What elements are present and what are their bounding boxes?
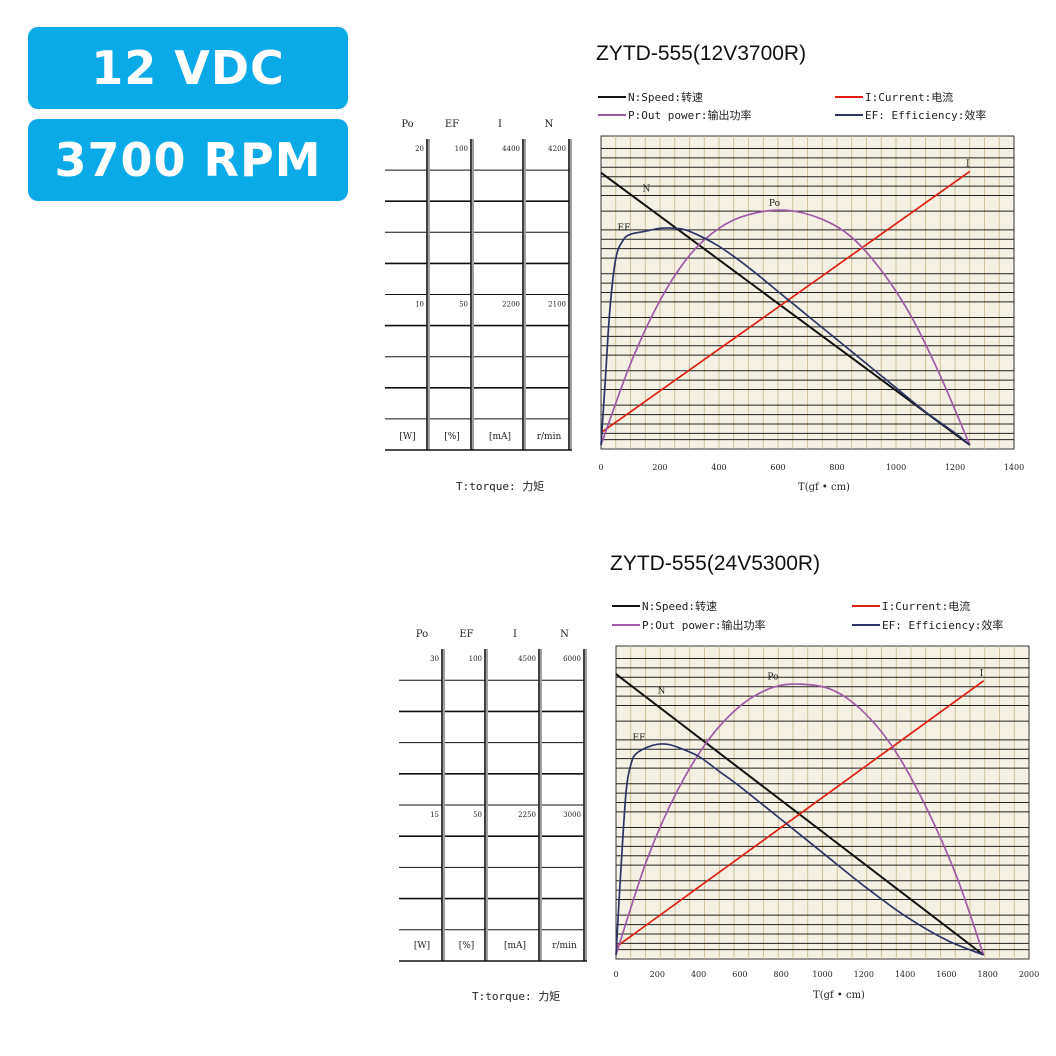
chart1-label-Po: Po [769, 199, 780, 209]
chart1-scale-unit-I: [mA] [489, 432, 511, 442]
chart1-x-tick-label: 400 [711, 463, 726, 472]
chart1-legend-speed: N:Speed:转速 [598, 89, 703, 105]
chart1-scale-header-EF: EF [445, 119, 459, 130]
chart1-scale-top-I: 4400 [502, 145, 520, 153]
chart2-series-EF [615, 743, 984, 956]
chart1-scale-top-Po: 20 [415, 145, 424, 153]
chart2-legend-speed: N:Speed:转速 [612, 598, 717, 614]
chart2-label-Po: Po [767, 672, 778, 682]
chart2-x-tick-label: 2000 [1019, 970, 1039, 979]
chart2-scale-mid-EF: 50 [473, 811, 482, 819]
chart2-torque-label: T:torque: 力矩 [472, 990, 561, 1003]
speed-badge: 3700 RPM [28, 119, 348, 201]
chart2-scale-top-EF: 100 [469, 655, 482, 663]
chart2-x-tick-label: 1400 [895, 970, 915, 979]
chart1-x-tick-label: 1400 [1004, 463, 1024, 472]
chart1-label-I: I [966, 159, 970, 169]
chart1-scale-header-I: I [498, 119, 502, 130]
chart1-label-EF: EF [618, 223, 631, 233]
chart2-scale-mid-Po: 15 [430, 811, 439, 819]
chart2-scale-unit-N: r/min [552, 941, 577, 951]
chart1-scale-mid-N: 2100 [548, 301, 566, 309]
chart2-scale-header-N: N [560, 629, 569, 640]
chart1-label-N: N [642, 185, 650, 195]
chart2-scale-header-I: I [513, 629, 517, 640]
chart2-scale-unit-I: [mA] [504, 941, 526, 951]
chart1-x-tick-label: 0 [598, 463, 603, 472]
chart2-scale-top-Po: 30 [430, 655, 439, 663]
chart2-title: ZYTD-555(24V5300R) [610, 552, 821, 575]
chart1-series-I [600, 170, 971, 434]
chart1-legend-current: I:Current:电流 [835, 89, 953, 105]
chart1-x-tick-label: 600 [770, 463, 785, 472]
chart2-label-N: N [657, 687, 665, 697]
chart2-scale-top-I: 4500 [518, 655, 536, 663]
chart2-x-tick-label: 1600 [936, 970, 956, 979]
chart2-scale-header-Po: Po [416, 629, 428, 640]
chart1-series-N [600, 171, 971, 446]
chart2-label-I: I [980, 669, 984, 679]
chart1-scale-top-N: 4200 [548, 145, 566, 153]
chart2-series-I [615, 680, 985, 948]
chart2-scale-header-EF: EF [459, 629, 473, 640]
chart2-series-Po [615, 683, 985, 956]
chart2-legend-efficiency: EF: Efficiency:效率 [852, 617, 1003, 633]
chart2-x-tick-label: 1000 [812, 970, 832, 979]
voltage-badge: 12 VDC [28, 27, 348, 109]
chart1-x-tick-label: 200 [652, 463, 667, 472]
chart2-label-EF: EF [633, 733, 646, 743]
chart2-legend-current: I:Current:电流 [852, 598, 970, 614]
chart1-series-EF [600, 227, 971, 446]
chart2-scale-top-N: 6000 [563, 655, 581, 663]
chart1-series-Po [600, 209, 971, 446]
chart1-scale-top-EF: 100 [455, 145, 468, 153]
chart2-scale-mid-I: 2250 [518, 811, 536, 819]
chart1-scale-header-Po: Po [401, 119, 413, 130]
chart2-x-tick-label: 1200 [854, 970, 874, 979]
chart1-scale-unit-Po: [W] [399, 432, 415, 442]
chart2-x-axis-label: T(gf • cm) [813, 990, 865, 1001]
chart2-x-tick-label: 200 [650, 970, 665, 979]
chart2-x-tick-label: 800 [774, 970, 789, 979]
chart1-legend-efficiency: EF: Efficiency:效率 [835, 107, 986, 123]
chart1-x-tick-label: 1200 [945, 463, 965, 472]
chart1-torque-label: T:torque: 力矩 [456, 480, 545, 493]
chart1-x-axis-label: T(gf • cm) [798, 482, 850, 493]
chart1-x-tick-label: 1000 [886, 463, 906, 472]
chart1-scale-header-N: N [545, 119, 554, 130]
chart1-scale-mid-EF: 50 [459, 301, 468, 309]
chart1-x-tick-label: 800 [829, 463, 844, 472]
chart2-x-tick-label: 1800 [978, 970, 998, 979]
chart2-x-tick-label: 0 [613, 970, 618, 979]
chart1-scale-mid-I: 2200 [502, 301, 520, 309]
chart1-scale-unit-EF: [%] [444, 432, 460, 442]
chart2-legend-power: P:Out power:输出功率 [612, 617, 765, 633]
chart1-title: ZYTD-555(12V3700R) [596, 42, 807, 65]
chart1-scale-unit-N: r/min [537, 432, 562, 442]
chart2-scale-unit-EF: [%] [459, 941, 475, 951]
chart2-x-tick-label: 400 [691, 970, 706, 979]
chart2-scale-mid-N: 3000 [563, 811, 581, 819]
chart2-x-tick-label: 600 [732, 970, 747, 979]
chart1-scale-mid-Po: 10 [415, 301, 424, 309]
chart1-legend-power: P:Out power:输出功率 [598, 107, 751, 123]
chart2-scale-unit-Po: [W] [414, 941, 430, 951]
